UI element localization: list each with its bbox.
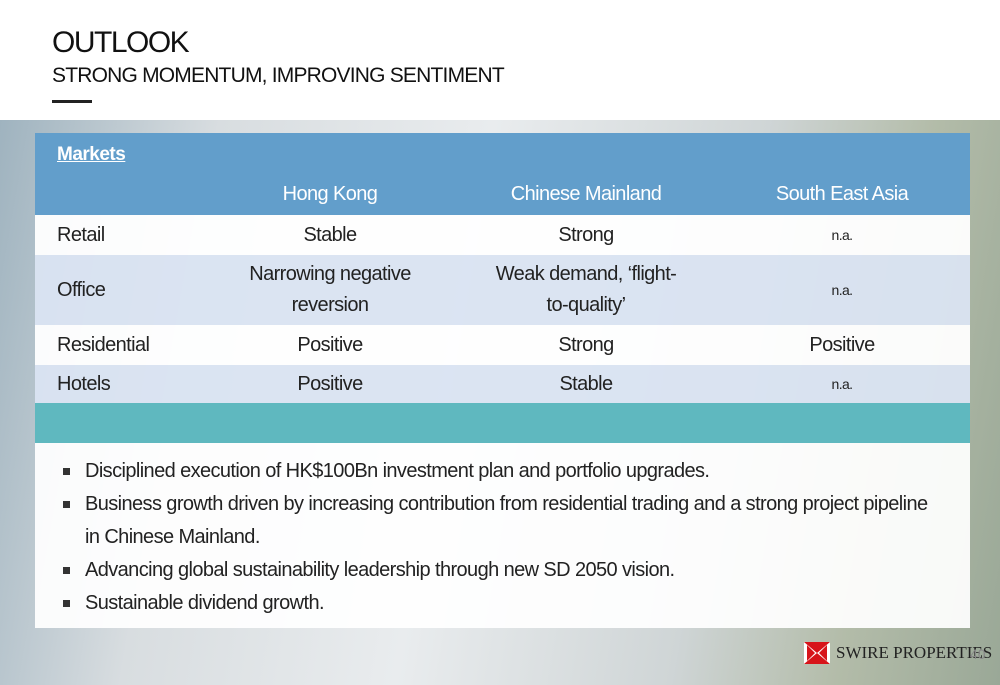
logo-mark (804, 642, 830, 664)
bullet-item: Business growth driven by increasing con… (63, 488, 930, 554)
table-cell: Positive (809, 333, 875, 356)
table-row: Residential Positive Strong Positive (35, 325, 970, 365)
subtitle: STRONG MOMENTUM, IMPROVING SENTIMENT (52, 64, 505, 87)
bullet-item: Sustainable dividend growth. (63, 587, 930, 620)
row-label: Residential (57, 333, 150, 356)
table-cell: Strong (558, 333, 614, 356)
table-header: Markets Hong Kong Chinese Mainland South… (35, 133, 970, 215)
row-label: Hotels (57, 372, 111, 395)
divider-band (35, 403, 970, 443)
column-header: Chinese Mainland (510, 183, 662, 205)
title: OUTLOOK (52, 26, 190, 59)
table-cell: n.a. (831, 226, 854, 243)
logo-text: SWIRE PROPERTIES (836, 643, 993, 662)
table-cell: n.a. (831, 375, 854, 392)
row-label: Office (57, 278, 106, 301)
row-label: Retail (57, 223, 105, 246)
title-rule (52, 100, 92, 103)
table-cell: Narrowing negative reversion (249, 263, 411, 316)
table-cell: Weak demand, ‘flight-to-quality’ (495, 263, 677, 316)
logo: SWIRE PROPERTIES (804, 642, 992, 664)
panel: Markets Hong Kong Chinese Mainland South… (35, 133, 970, 628)
column-header: South East Asia (775, 183, 909, 205)
table-row: Hotels Positive Stable n.a. (35, 365, 970, 403)
table-row: Office Narrowing negative reversion Weak d… (35, 255, 970, 325)
table-cell: Strong (558, 223, 614, 246)
bullet-item: Advancing global sustainability leadersh… (63, 554, 930, 587)
table-cell: Stable (559, 372, 613, 395)
column-header: Hong Kong (282, 183, 378, 205)
table-cell: n.a. (831, 281, 854, 298)
table-body: Retail Stable Strong n.a. Office Narrowing ne… (35, 215, 970, 403)
bullet-item: Disciplined execution of HK$100Bn invest… (63, 455, 930, 488)
table-cell: Positive (297, 333, 363, 356)
table-row: Retail Stable Strong n.a. (35, 215, 970, 255)
table-cell: Stable (303, 223, 357, 246)
table-cell: Positive (297, 372, 363, 395)
table-label: Markets (57, 144, 126, 165)
page-number: 40 (970, 646, 986, 662)
bullet-list: Disciplined execution of HK$100Bn invest… (35, 443, 970, 628)
